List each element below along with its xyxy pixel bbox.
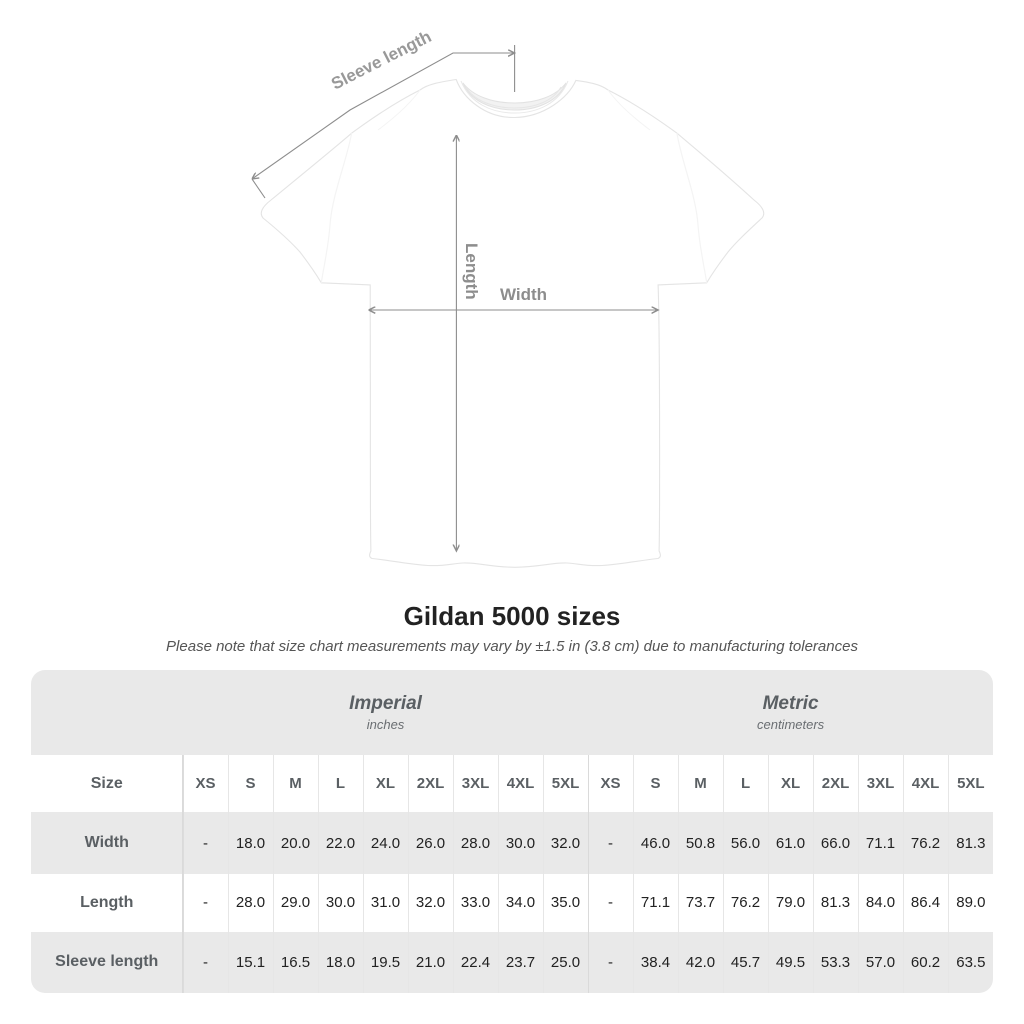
svg-text:Width: Width [500, 285, 547, 304]
svg-text:Sleeve length: Sleeve length [328, 27, 434, 94]
svg-text:Length: Length [462, 243, 481, 300]
